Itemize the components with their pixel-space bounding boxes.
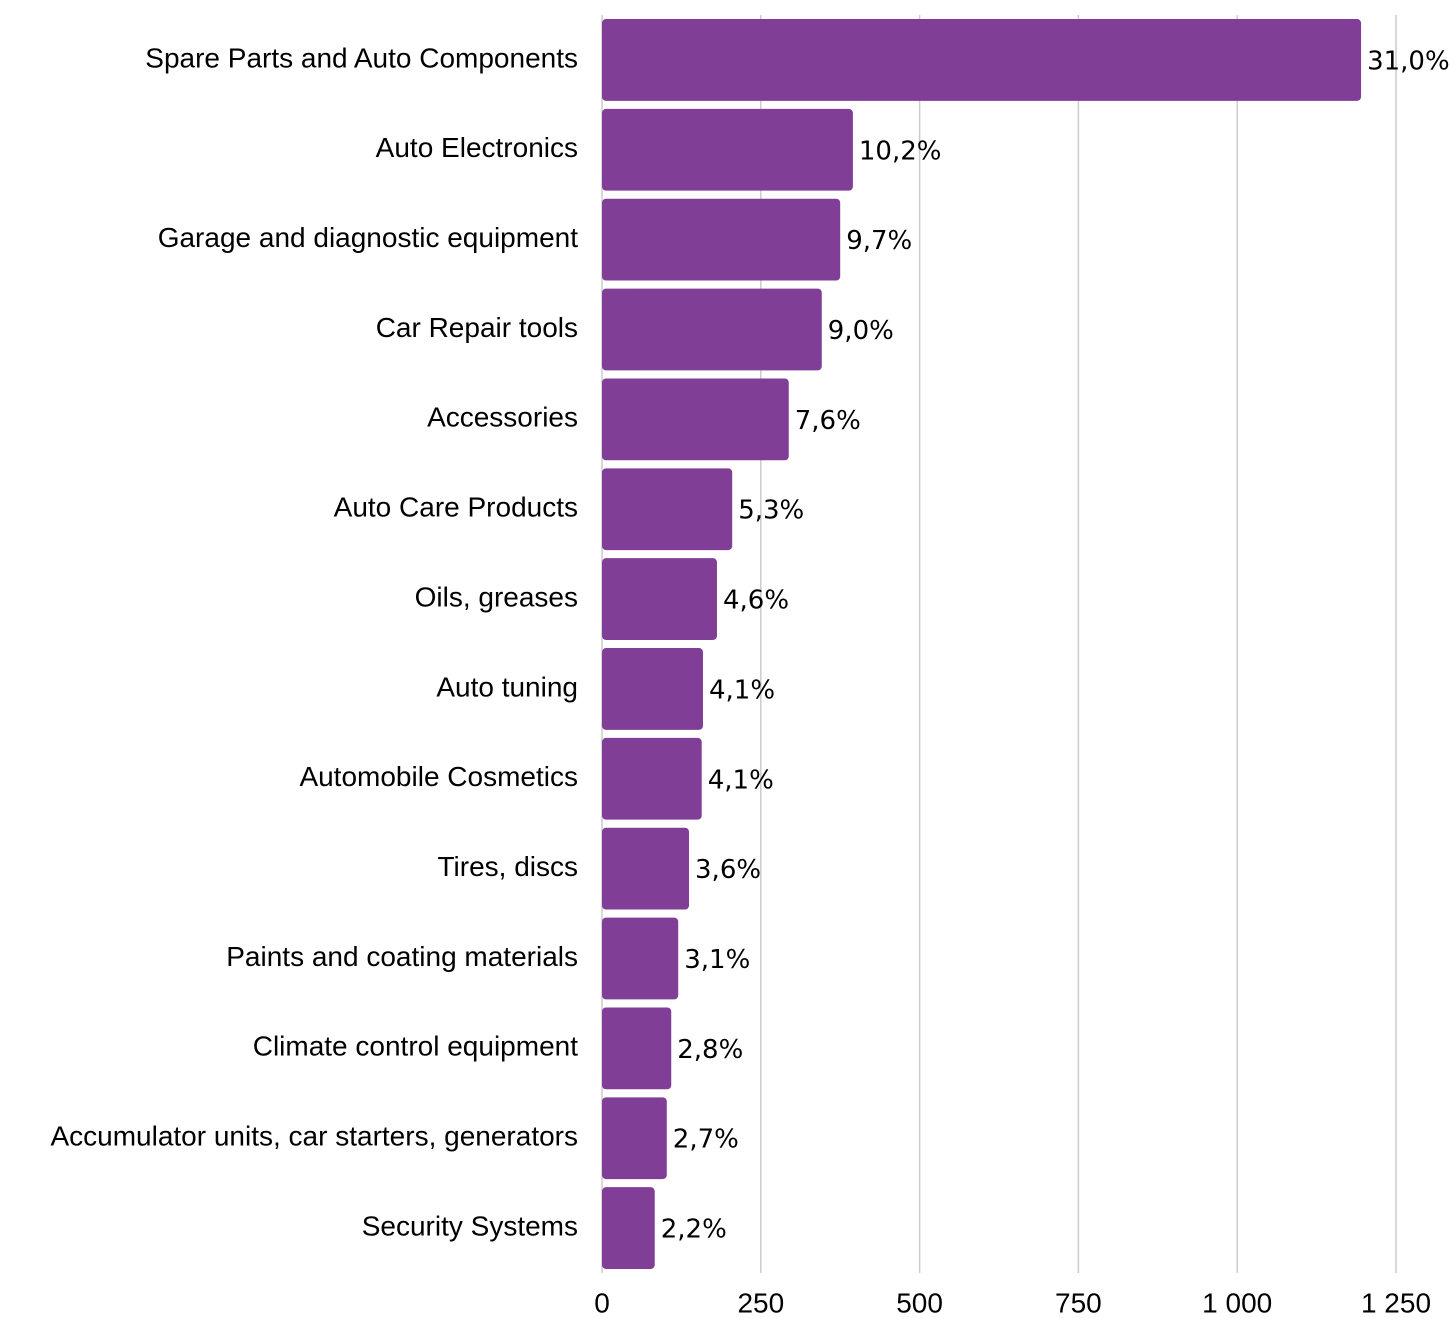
x-tick-label: 500 (896, 1287, 943, 1318)
x-tick-label: 0 (594, 1287, 610, 1318)
y-tick-label: Paints and coating materials (226, 941, 578, 972)
y-tick-label: Auto Care Products (334, 492, 578, 523)
y-tick-label: Oils, greases (415, 581, 578, 612)
y-tick-label: Accessories (427, 402, 578, 433)
y-tick-label: Climate control equipment (253, 1031, 578, 1062)
bar (602, 917, 679, 1000)
y-tick-label: Auto tuning (436, 671, 578, 702)
bar (602, 648, 703, 730)
bar (602, 827, 690, 910)
bar (602, 108, 853, 191)
share-label: 3,6% (695, 855, 761, 885)
share-label: 4,6% (723, 586, 789, 616)
share-label: 2,7% (673, 1125, 739, 1155)
y-tick-label: Accumulator units, car starters, generat… (50, 1121, 578, 1152)
bar (602, 19, 1362, 101)
share-label: 9,0% (828, 316, 894, 346)
share-label: 4,1% (708, 765, 774, 795)
y-tick-label: Auto Electronics (376, 132, 578, 163)
share-label: 4,1% (709, 675, 775, 705)
bar (602, 288, 822, 371)
bar (602, 468, 733, 551)
share-label: 2,2% (661, 1215, 727, 1245)
share-label: 3,1% (684, 945, 750, 975)
bar (602, 1097, 667, 1180)
bar (602, 1187, 655, 1269)
share-label: 9,7% (846, 226, 912, 256)
y-tick-label: Security Systems (362, 1210, 578, 1241)
share-label: 5,3% (738, 496, 804, 526)
bar (602, 558, 717, 640)
share-label: 31,0% (1367, 46, 1450, 76)
y-tick-label: Car Repair tools (376, 312, 578, 343)
x-tick-label: 250 (737, 1287, 784, 1318)
y-tick-label: Automobile Cosmetics (299, 761, 578, 792)
bar (602, 1007, 672, 1090)
bar (602, 737, 702, 820)
x-tick-label: 1 250 (1361, 1287, 1431, 1318)
x-tick-label: 1 000 (1202, 1287, 1272, 1318)
bar (602, 378, 789, 461)
x-tick-label: 750 (1055, 1287, 1102, 1318)
y-tick-label: Spare Parts and Auto Components (145, 42, 578, 73)
share-label: 7,6% (795, 406, 861, 436)
share-label: 10,2% (859, 136, 942, 166)
bar (602, 198, 841, 281)
share-label: 2,8% (677, 1035, 743, 1065)
y-tick-label: Tires, discs (437, 851, 578, 882)
y-tick-label: Garage and diagnostic equipment (158, 222, 579, 253)
